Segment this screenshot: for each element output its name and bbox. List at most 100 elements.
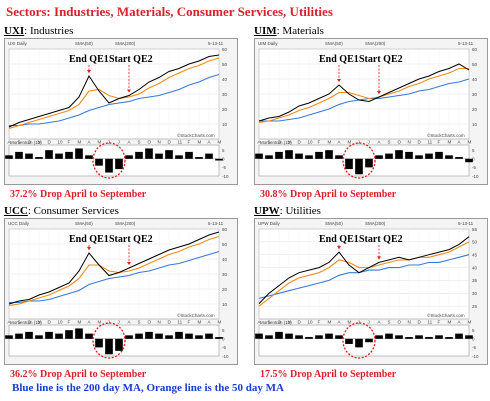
legend-sma200: SMA(200) — [115, 41, 136, 46]
y-tick-label: 20 — [222, 107, 228, 112]
panel-header: UIM: Materials — [254, 25, 324, 37]
x-tick-label: 11 — [178, 140, 183, 145]
chart-svg: UPW Daily SMA(50) SMA(200) 5-13-11 25 30 35 40 4… — [255, 221, 479, 359]
momentum-bar — [435, 151, 443, 159]
momentum-bar — [35, 157, 43, 159]
momentum-bar — [95, 338, 103, 348]
x-tick-label: M — [198, 140, 202, 145]
arrow-head — [127, 89, 131, 93]
x-tick-label: M — [98, 140, 102, 145]
momentum-bar — [215, 158, 223, 161]
momentum-bar — [115, 158, 123, 170]
momentum-bar — [75, 148, 83, 159]
x-tick-label: S — [138, 320, 141, 325]
x-tick-label: N — [158, 320, 161, 325]
qe1-annotation: End QE1 — [69, 234, 109, 245]
legend-daily: UPW Daily — [258, 221, 281, 226]
momentum-bar — [465, 335, 473, 339]
y-tick-label: 30 — [222, 272, 228, 277]
x-tick-label: S — [268, 320, 271, 325]
momentum-plot-area — [258, 324, 470, 357]
y-tick-label: 40 — [472, 265, 478, 270]
y-tick-label: 50 — [472, 62, 478, 67]
chart-svg: UCC Daily SMA(50) SMA(200) 5-13-11 10 20 30 40 5… — [5, 221, 229, 359]
legend-sma200: SMA(200) — [365, 41, 386, 46]
x-tick-label: A — [128, 320, 131, 325]
momentum-bar — [85, 155, 93, 159]
indicator-label: Momentum (12) — [10, 140, 42, 145]
ind-tick-label: -10 — [222, 354, 229, 359]
momentum-bar — [145, 148, 153, 159]
momentum-plot-area — [8, 144, 220, 177]
momentum-bar — [285, 333, 293, 339]
momentum-bar — [155, 153, 163, 159]
y-tick-label: 60 — [222, 227, 228, 232]
ind-tick-label: 0 — [222, 157, 225, 162]
momentum-bar — [75, 328, 83, 339]
chart-ucc: UCC Daily SMA(50) SMA(200) 5-13-11 10 20 30 40 5… — [4, 218, 238, 365]
watermark: ©StockCharts.com — [427, 312, 465, 318]
momentum-bar — [405, 337, 413, 339]
y-tick-label: 45 — [472, 253, 478, 258]
sma200-line — [258, 254, 470, 299]
momentum-bar — [135, 333, 143, 339]
qe1-annotation: End QE1 — [319, 54, 359, 65]
x-tick-label: M — [328, 140, 332, 145]
chart-upw: UPW Daily SMA(50) SMA(200) 5-13-11 25 30 35 40 4… — [254, 218, 488, 365]
legend-sma50: SMA(50) — [325, 41, 343, 46]
x-tick-label: J — [108, 140, 110, 145]
price-line — [8, 231, 220, 305]
ticker-label: UXI — [4, 25, 25, 37]
drop-caption: 37.2% Drop April to September — [10, 189, 147, 200]
x-tick-label: F — [438, 320, 441, 325]
x-tick-label: 11 — [428, 140, 433, 145]
y-tick-label: 50 — [222, 62, 228, 67]
legend-sma50: SMA(50) — [325, 221, 343, 226]
x-tick-label: J — [358, 320, 360, 325]
momentum-bar — [115, 338, 123, 351]
y-tick-label: 40 — [222, 77, 228, 82]
momentum-bar — [385, 333, 393, 339]
price-line — [258, 236, 470, 304]
page-title: Sectors: Industries, Materials, Consumer… — [6, 4, 333, 19]
watermark: ©StockCharts.com — [427, 132, 465, 138]
x-tick-label: F — [68, 140, 71, 145]
y-tick-label: 20 — [222, 287, 228, 292]
y-tick-label: 35 — [472, 278, 478, 283]
momentum-bar — [125, 155, 133, 159]
momentum-oval — [92, 322, 126, 359]
x-tick-label: 10 — [308, 140, 314, 145]
sma200-line — [9, 250, 220, 304]
momentum-bar — [315, 335, 323, 339]
x-tick-label: A — [258, 140, 261, 145]
ind-tick-label: -10 — [472, 174, 479, 179]
indicator-label: Momentum (12) — [260, 140, 292, 145]
x-tick-label: M — [468, 140, 472, 145]
x-tick-label: D — [298, 140, 302, 145]
chart-svg: UXI Daily SMA(50) SMA(200) 5-13-11 10 20 30 40 5… — [5, 41, 229, 179]
momentum-bar — [175, 331, 183, 339]
momentum-bar — [295, 335, 303, 339]
momentum-bar — [425, 337, 433, 339]
x-tick-label: D — [418, 140, 422, 145]
x-tick-label: A — [458, 320, 461, 325]
y-tick-label: 20 — [472, 107, 478, 112]
x-tick-label: S — [388, 320, 391, 325]
x-tick-label: D — [48, 320, 52, 325]
momentum-bar — [315, 151, 323, 159]
ticker-label: UPW — [254, 205, 280, 217]
panel-uim: UIM: Materials UIM Daily SMA(50) SMA(200) 5… — [254, 24, 488, 200]
momentum-oval — [92, 142, 126, 179]
x-tick-label: A — [88, 140, 91, 145]
momentum-bar — [215, 337, 223, 339]
momentum-bar — [65, 330, 73, 339]
sector-label: Utilities — [285, 205, 321, 217]
momentum-bar — [55, 333, 63, 339]
x-tick-label: J — [368, 140, 370, 145]
x-tick-label: O — [398, 140, 402, 145]
ind-tick-label: 5 — [472, 148, 475, 153]
ind-tick-label: -5 — [222, 345, 226, 350]
ind-tick-label: -10 — [222, 174, 229, 179]
x-tick-label: O — [28, 320, 32, 325]
x-tick-label: M — [78, 140, 82, 145]
